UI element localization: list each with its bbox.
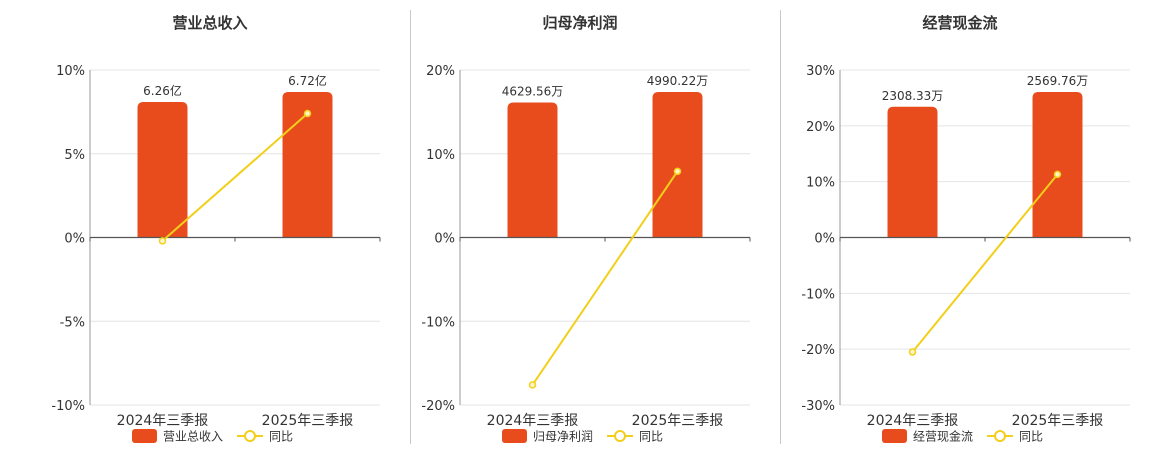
y-tick-label: -30% <box>801 399 835 414</box>
y-tick-label: 0% <box>434 232 455 247</box>
bar-value-label: 6.26亿 <box>143 83 182 98</box>
bar <box>507 102 558 238</box>
legend-bar-swatch <box>882 429 907 443</box>
y-tick-label: 10% <box>426 148 455 163</box>
y-tick-label: -20% <box>801 343 835 358</box>
legend-line-marker <box>244 430 256 442</box>
y-tick-label: 30% <box>806 64 835 79</box>
yoy-point <box>1053 170 1062 179</box>
legend-label: 同比 <box>1019 430 1043 444</box>
x-tick-label: 2024年三季报 <box>487 413 579 429</box>
y-tick-label: 10% <box>56 64 85 79</box>
chart-title: 营业总收入 <box>172 14 247 32</box>
bar-value-label: 2308.33万 <box>882 89 944 103</box>
y-tick-label: -10% <box>51 399 85 414</box>
bar-value-label: 6.72亿 <box>288 73 327 88</box>
legend-label: 同比 <box>639 430 663 444</box>
y-tick-label: 20% <box>426 64 455 79</box>
y-tick-label: -10% <box>421 315 455 330</box>
yoy-point <box>673 167 682 176</box>
yoy-line <box>161 112 309 242</box>
yoy-point <box>158 237 167 245</box>
yoy-point <box>528 381 537 389</box>
legend-label: 营业总收入 <box>163 430 223 444</box>
yoy-point <box>303 109 312 118</box>
y-tick-label: -20% <box>421 399 455 414</box>
yoy-point <box>908 348 917 356</box>
bar-value-label: 2569.76万 <box>1027 74 1089 88</box>
yoy-line <box>531 170 679 386</box>
yoy-line <box>911 173 1059 353</box>
bar-value-label: 4990.22万 <box>647 74 709 88</box>
y-tick-label: 5% <box>64 148 85 163</box>
legend-bar-swatch <box>132 429 157 443</box>
x-tick-label: 2025年三季报 <box>262 413 354 429</box>
y-tick-label: 10% <box>806 176 835 191</box>
chart-title: 经营现金流 <box>922 14 997 32</box>
y-tick-label: -5% <box>60 315 85 330</box>
legend-bar-swatch <box>502 429 527 443</box>
x-tick-label: 2025年三季报 <box>1012 413 1104 429</box>
y-tick-label: 20% <box>806 120 835 135</box>
x-tick-label: 2024年三季报 <box>867 413 959 429</box>
legend-label: 经营现金流 <box>913 429 973 444</box>
bar-value-label: 4629.56万 <box>502 85 564 99</box>
bar <box>137 101 188 238</box>
bar <box>652 92 703 238</box>
chart-title: 归母净利润 <box>542 14 617 32</box>
bar <box>887 106 938 238</box>
y-tick-label: 0% <box>64 232 85 247</box>
bar <box>282 92 333 238</box>
legend-line-marker <box>994 430 1006 442</box>
x-tick-label: 2025年三季报 <box>632 413 724 429</box>
x-tick-label: 2024年三季报 <box>117 413 209 429</box>
legend-label: 归母净利润 <box>533 430 593 444</box>
y-tick-label: -10% <box>801 287 835 302</box>
y-tick-label: 0% <box>814 232 835 247</box>
panel-divider <box>410 10 411 444</box>
panel-divider <box>780 10 781 444</box>
legend-label: 同比 <box>269 430 293 444</box>
legend-line-marker <box>614 430 626 442</box>
bar <box>1032 92 1083 238</box>
